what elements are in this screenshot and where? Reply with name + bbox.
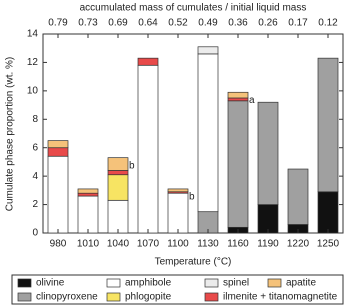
bar-segment [77,188,99,194]
bar-segment [167,192,189,234]
legend-box [11,274,344,305]
bar-segment [137,57,159,66]
legend-swatch [106,292,121,302]
legend-label: olivine [36,278,65,289]
y-tick-label: 4 [32,171,38,182]
bar-segment [107,174,129,201]
bar-segment [227,97,249,102]
bar-segment [197,53,219,213]
legend-swatch [17,278,32,288]
legend-label: apatite [286,278,316,289]
top-tick-label: 0.26 [258,18,278,29]
y-tick-label: 6 [32,142,38,153]
bar-segment [317,57,339,193]
legend-label: phlogopite [125,292,172,303]
bar-segment [137,64,159,234]
bar-segment [257,204,279,234]
top-tick-label: 0.36 [228,18,248,29]
top-tick-label: 0.73 [78,18,98,29]
top-tick-label: 0.69 [108,18,128,29]
legend-swatch [204,278,219,288]
top-tick-label: 0.17 [288,18,308,29]
legend-label: spinel [223,278,249,289]
bar-segment [227,100,249,228]
x-tick-label: 1010 [77,239,100,250]
bar-segment [47,140,69,149]
bar-segment [107,199,129,234]
x-tick-label: 1220 [287,239,310,250]
x-tick-label: 1040 [107,239,130,250]
top-tick-label: 0.64 [138,18,158,29]
plot-frame [42,33,344,234]
x-tick-label: 1070 [137,239,160,250]
legend-swatch [17,292,32,302]
bar-segment [287,168,309,225]
x-tick-label: 1190 [257,239,279,250]
bar-segment [197,46,219,55]
chart-title: accumulated mass of cumulates / initial … [80,3,307,14]
bar-note: b [189,192,195,203]
y-tick-label: 12 [27,57,39,68]
x-tick-label: 1130 [197,239,219,250]
bar-segment [77,195,99,234]
legend-label: clinopyroxene [36,292,98,303]
x-tick-label: 980 [50,239,67,250]
y-tick-label: 10 [27,85,39,96]
x-tick-label: 1100 [167,239,189,250]
bar-segment [227,91,249,99]
bar-segment [317,191,339,234]
legend-swatch [204,292,219,302]
bar-segment [167,188,189,193]
legend-label: amphibole [125,278,172,289]
bar-segment [257,101,279,205]
bar-note: b [129,160,135,171]
top-tick-label: 0.12 [318,18,338,29]
top-tick-label: 0.49 [198,18,218,29]
bar-note: a [249,95,255,106]
legend-swatch [106,278,121,288]
top-tick-label: 0.52 [168,18,188,29]
y-axis-label: Cumulate phase proportion (wt. %) [5,57,16,212]
y-tick-label: 8 [32,114,38,125]
x-axis-label: Temperature (°C) [155,257,232,268]
legend-swatch [267,278,282,288]
x-tick-label: 1250 [317,239,340,250]
y-tick-label: 14 [27,29,39,40]
bar-segment [47,147,69,157]
y-tick-label: 2 [32,199,38,210]
bar-segment [77,192,99,197]
y-tick-label: 0 [32,228,38,239]
bar-segment [107,170,129,176]
top-tick-label: 0.79 [48,18,68,29]
legend-label: ilmenite + titanomagnetite [223,292,338,303]
bar-segment [107,157,129,171]
bar-segment [47,155,69,234]
x-tick-label: 1160 [227,239,249,250]
